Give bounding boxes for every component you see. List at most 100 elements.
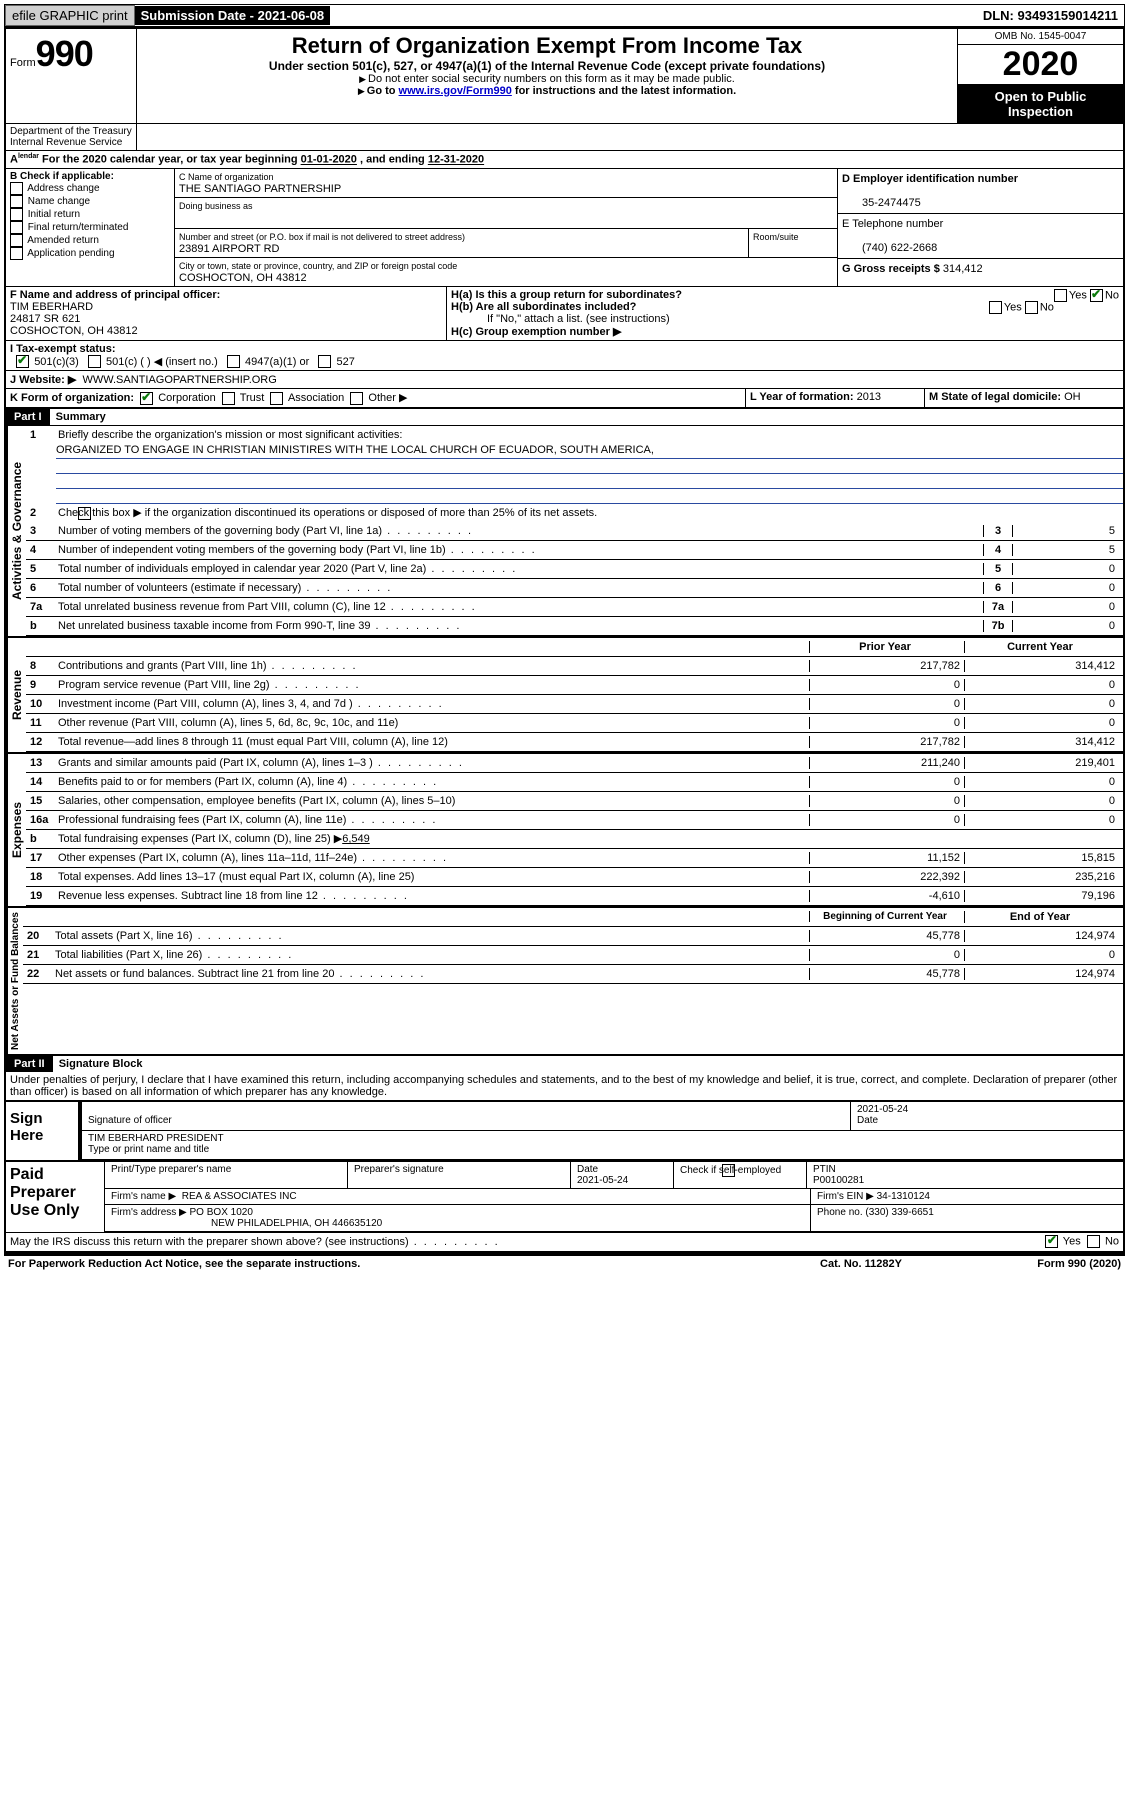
subtitle: Under section 501(c), 527, or 4947(a)(1)… xyxy=(141,59,953,73)
sig-date: 2021-05-24 xyxy=(857,1104,908,1115)
part-ii-title: Signature Block xyxy=(59,1058,143,1070)
c11: 0 xyxy=(964,717,1119,729)
line21: Total liabilities (Part X, line 26) xyxy=(55,949,809,961)
chk-self-emp[interactable] xyxy=(722,1164,735,1177)
footer-right: Form 990 (2020) xyxy=(961,1258,1121,1270)
section-i: I Tax-exempt status: 501(c)(3) 501(c) ( … xyxy=(6,340,1123,371)
l-4947: 4947(a)(1) or xyxy=(245,356,309,368)
f-label: F Name and address of principal officer: xyxy=(10,289,220,301)
sign-here-block: Sign Here Signature of officer 2021-05-2… xyxy=(6,1100,1123,1160)
c14: 0 xyxy=(964,776,1119,788)
prep-date: 2021-05-24 xyxy=(577,1175,628,1186)
val5: 0 xyxy=(1012,563,1119,575)
chk-501c3[interactable] xyxy=(16,355,29,368)
irs-discuss-text: May the IRS discuss this return with the… xyxy=(10,1236,969,1248)
ha-no[interactable] xyxy=(1090,289,1103,302)
sign-here-label: Sign Here xyxy=(6,1102,79,1160)
footer-left: For Paperwork Reduction Act Notice, see … xyxy=(8,1258,761,1270)
line2: Check this box ▶ if the organization dis… xyxy=(58,506,1119,520)
chk-501c[interactable] xyxy=(88,355,101,368)
sec-a-pre: For the 2020 calendar year, or tax year … xyxy=(42,154,301,166)
sig-name-title: TIM EBERHARD PRESIDENT xyxy=(88,1133,224,1144)
p9: 0 xyxy=(809,679,964,691)
chk-line2[interactable] xyxy=(78,507,91,520)
opt-amended: Amended return xyxy=(27,235,99,246)
section-c: C Name of organization THE SANTIAGO PART… xyxy=(175,169,838,286)
line18: Total expenses. Add lines 13–17 (must eq… xyxy=(58,871,809,883)
dept-row: Department of the Treasury Internal Reve… xyxy=(6,123,1123,150)
dept-treasury: Department of the Treasury Internal Reve… xyxy=(6,124,137,150)
rev-section: Revenue Prior YearCurrent Year 8Contribu… xyxy=(6,636,1123,752)
mission-text: ORGANIZED TO ENGAGE IN CHRISTIAN MINISTI… xyxy=(56,444,654,456)
chk-initial[interactable] xyxy=(10,208,23,221)
chk-corp[interactable] xyxy=(140,392,153,405)
c18: 235,216 xyxy=(964,871,1119,883)
discuss-yes[interactable] xyxy=(1045,1235,1058,1248)
hb-no[interactable] xyxy=(1025,301,1038,314)
line16b: Total fundraising expenses (Part IX, col… xyxy=(58,832,809,845)
ag-section: Activities & Governance 1Briefly describ… xyxy=(6,425,1123,636)
line11: Other revenue (Part VIII, column (A), li… xyxy=(58,717,809,729)
chk-address[interactable] xyxy=(10,182,23,195)
section-deg: D Employer identification number 35-2474… xyxy=(838,169,1123,286)
firm-addr1: PO BOX 1020 xyxy=(190,1207,253,1218)
firm-phone-label: Phone no. xyxy=(817,1207,863,1218)
line14: Benefits paid to or for members (Part IX… xyxy=(58,776,809,788)
hc-label: H(c) Group exemption number ▶ xyxy=(451,326,621,338)
irs-discuss-row: May the IRS discuss this return with the… xyxy=(6,1232,1123,1252)
line1-label: Briefly describe the organization's miss… xyxy=(58,429,1119,441)
p21: 0 xyxy=(809,949,964,961)
chk-amended[interactable] xyxy=(10,234,23,247)
exp-section: Expenses 13Grants and similar amounts pa… xyxy=(6,752,1123,906)
c20: 124,974 xyxy=(964,930,1119,942)
form-container: Form990 Return of Organization Exempt Fr… xyxy=(4,27,1125,1254)
b-header: B Check if applicable: xyxy=(10,171,114,182)
fh-block: F Name and address of principal officer:… xyxy=(6,286,1123,340)
efile-print-button[interactable]: efile GRAPHIC print xyxy=(5,5,135,26)
vlabel-exp: Expenses xyxy=(6,754,26,906)
val7a: 0 xyxy=(1012,601,1119,613)
firm-name-label: Firm's name ▶ xyxy=(111,1191,176,1202)
form990-link[interactable]: www.irs.gov/Form990 xyxy=(399,85,512,97)
year-box: OMB No. 1545-0047 2020 Open to Public In… xyxy=(957,29,1123,123)
chk-trust[interactable] xyxy=(222,392,235,405)
note-ssn: Do not enter social security numbers on … xyxy=(141,73,953,85)
c13: 219,401 xyxy=(964,757,1119,769)
dln-value: 93493159014211 xyxy=(1017,8,1118,23)
top-toolbar: efile GRAPHIC print Submission Date - 20… xyxy=(4,4,1125,27)
chk-other[interactable] xyxy=(350,392,363,405)
discuss-no[interactable] xyxy=(1087,1235,1100,1248)
part-ii-label: Part II xyxy=(6,1056,53,1072)
hb-yes[interactable] xyxy=(989,301,1002,314)
chk-app[interactable] xyxy=(10,247,23,260)
phone-value: (740) 622-2668 xyxy=(842,242,937,254)
no-txt: No xyxy=(1105,289,1119,301)
tax-year: 2020 xyxy=(958,45,1123,85)
city-label: City or town, state or province, country… xyxy=(179,261,457,271)
c9: 0 xyxy=(964,679,1119,691)
opt-address: Address change xyxy=(27,183,99,194)
d-label: D Employer identification number xyxy=(842,173,1018,185)
chk-final[interactable] xyxy=(10,221,23,234)
vlabel-ag: Activities & Governance xyxy=(6,426,26,636)
type-print-label: Type or print name and title xyxy=(88,1144,209,1155)
prep-date-label: Date xyxy=(577,1164,598,1175)
dba-label: Doing business as xyxy=(179,201,253,211)
ein-value: 35-2474475 xyxy=(842,197,921,209)
line20: Total assets (Part X, line 16) xyxy=(55,930,809,942)
chk-assoc[interactable] xyxy=(270,392,283,405)
penalties-text: Under penalties of perjury, I declare th… xyxy=(6,1072,1123,1100)
p17: 11,152 xyxy=(809,852,964,864)
section-j: J Website: ▶ WWW.SANTIAGOPARTNERSHIP.ORG xyxy=(6,370,1123,388)
ha-yes[interactable] xyxy=(1054,289,1067,302)
l-corp: Corporation xyxy=(158,392,215,404)
c17: 15,815 xyxy=(964,852,1119,864)
l-value: 2013 xyxy=(857,391,881,403)
chk-namechg[interactable] xyxy=(10,195,23,208)
goto-pre: Go to xyxy=(367,85,399,97)
chk-4947[interactable] xyxy=(227,355,240,368)
part-i-bar: Part I Summary xyxy=(6,407,1123,425)
street-value: 23891 AIRPORT RD xyxy=(179,243,279,255)
chk-527[interactable] xyxy=(318,355,331,368)
dy: Yes xyxy=(1063,1236,1081,1248)
